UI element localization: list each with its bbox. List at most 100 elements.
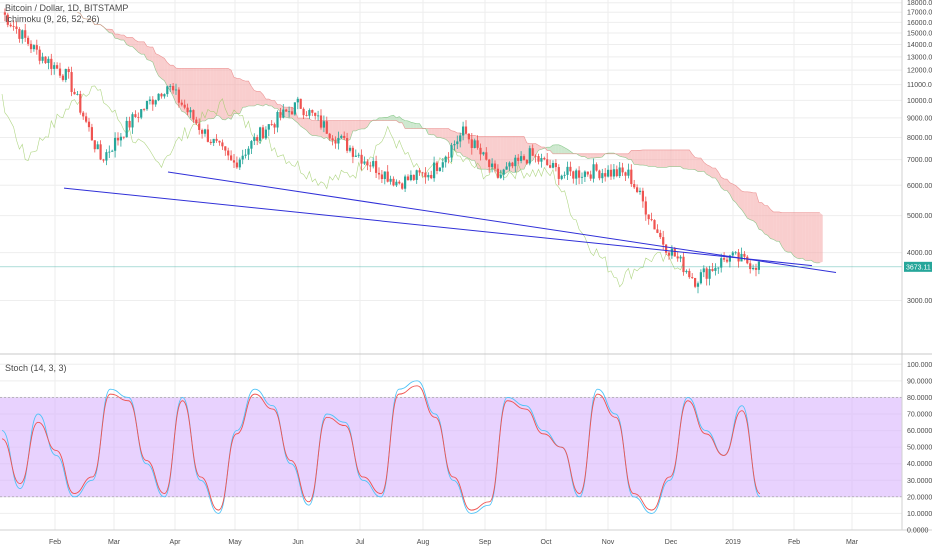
candle-down [549, 165, 551, 168]
ichimoku-cloud-segment [518, 136, 521, 171]
ichimoku-cloud-segment [652, 150, 655, 167]
ichimoku-cloud-segment [547, 147, 550, 150]
symbol-title: Bitcoin / Dollar, 1D, BITSTAMP [5, 3, 128, 13]
ichimoku-cloud-segment [800, 213, 803, 259]
candle-down [285, 110, 287, 112]
candle-down [24, 30, 26, 38]
candle-down [137, 117, 139, 118]
candle-down [192, 110, 194, 119]
candle-down [668, 253, 670, 256]
ichimoku-cloud-segment [646, 150, 649, 167]
candle-down [343, 136, 345, 138]
candle-down [262, 127, 264, 138]
candle-up [752, 268, 754, 269]
candle-down [15, 27, 17, 29]
candle-down [558, 167, 560, 179]
candle-up [584, 172, 586, 177]
ichimoku-cloud-segment [643, 150, 646, 166]
candle-down [30, 44, 32, 49]
candle-down [555, 163, 557, 167]
candle-up [242, 156, 244, 160]
candle-up [372, 161, 374, 166]
candle-down [300, 99, 302, 109]
candle-down [59, 69, 61, 76]
candle-down [201, 130, 203, 134]
ichimoku-cloud-segment [411, 122, 414, 128]
candle-down [468, 134, 470, 140]
ichimoku-cloud-segment [214, 68, 217, 118]
ichimoku-cloud-segment [663, 150, 666, 167]
ichimoku-cloud-segment [724, 179, 727, 191]
candle-up [126, 121, 128, 137]
ichimoku-cloud-segment [463, 134, 466, 157]
ichimoku-cloud-segment [776, 212, 779, 241]
candle-down [117, 138, 119, 141]
candle-down [494, 164, 496, 169]
candle-down [195, 120, 197, 124]
candle-down [18, 29, 20, 39]
candle-up [416, 170, 418, 180]
candle-up [247, 149, 249, 155]
candle-up [482, 152, 484, 154]
time-tick-label: Aug [417, 539, 430, 546]
ichimoku-cloud-segment [582, 154, 585, 157]
candle-up [540, 158, 542, 162]
candle-up [552, 163, 554, 168]
price-tick-label: 4000.00 [907, 250, 932, 257]
candle-down [256, 137, 258, 141]
candle-down [187, 108, 189, 113]
candle-up [189, 110, 191, 112]
candle-down [39, 50, 41, 61]
candle-down [485, 152, 487, 159]
candle-down [311, 110, 313, 113]
ichimoku-cloud-segment [347, 121, 350, 141]
candle-down [227, 151, 229, 156]
price-tick-label: 13000.00 [907, 54, 932, 61]
candle-up [105, 152, 107, 160]
ichimoku-cloud-segment [707, 165, 710, 176]
ichimoku-cloud-segment [246, 81, 249, 107]
ichimoku-cloud-segment [130, 37, 133, 46]
candle-up [433, 163, 435, 179]
candle-down [755, 268, 757, 270]
price-tick-label: 14000.00 [907, 42, 932, 49]
ichimoku-cloud-segment [794, 213, 797, 258]
candle-up [410, 175, 412, 180]
ichimoku-cloud-segment [805, 213, 808, 261]
candle-down [587, 172, 589, 175]
candle-down [274, 124, 276, 127]
ichimoku-cloud-segment [159, 55, 162, 79]
candle-down [123, 137, 125, 138]
candle-down [68, 69, 70, 72]
candle-up [47, 59, 49, 63]
ichimoku-cloud-segment [315, 121, 318, 136]
ichimoku-cloud-segment [237, 78, 240, 113]
candle-down [291, 111, 293, 114]
price-tick-label: 5000.00 [907, 213, 932, 220]
candle-down [610, 170, 612, 177]
ichimoku-cloud-segment [222, 68, 225, 119]
candle-up [508, 163, 510, 167]
stoch-tick-label: 40.0000 [907, 461, 932, 468]
candle-up [131, 114, 133, 127]
candle-up [720, 258, 722, 268]
stoch-tick-label: 80.0000 [907, 395, 932, 402]
candle-down [361, 155, 363, 164]
candle-down [305, 115, 307, 116]
candle-down [436, 163, 438, 171]
candle-down [569, 167, 571, 171]
candle-down [523, 156, 525, 160]
candle-down [532, 148, 534, 156]
candle-down [543, 158, 545, 159]
ichimoku-cloud-segment [417, 124, 420, 129]
ichimoku-cloud-segment [228, 68, 231, 119]
candle-up [265, 130, 267, 139]
stoch-tick-label: 0.0000 [907, 528, 929, 535]
ichimoku-cloud-segment [162, 57, 165, 81]
candle-up [561, 176, 563, 179]
ichimoku-cloud-segment [739, 188, 742, 209]
candle-up [404, 176, 406, 188]
ichimoku-cloud-segment [684, 150, 687, 169]
candle-down [198, 124, 200, 130]
